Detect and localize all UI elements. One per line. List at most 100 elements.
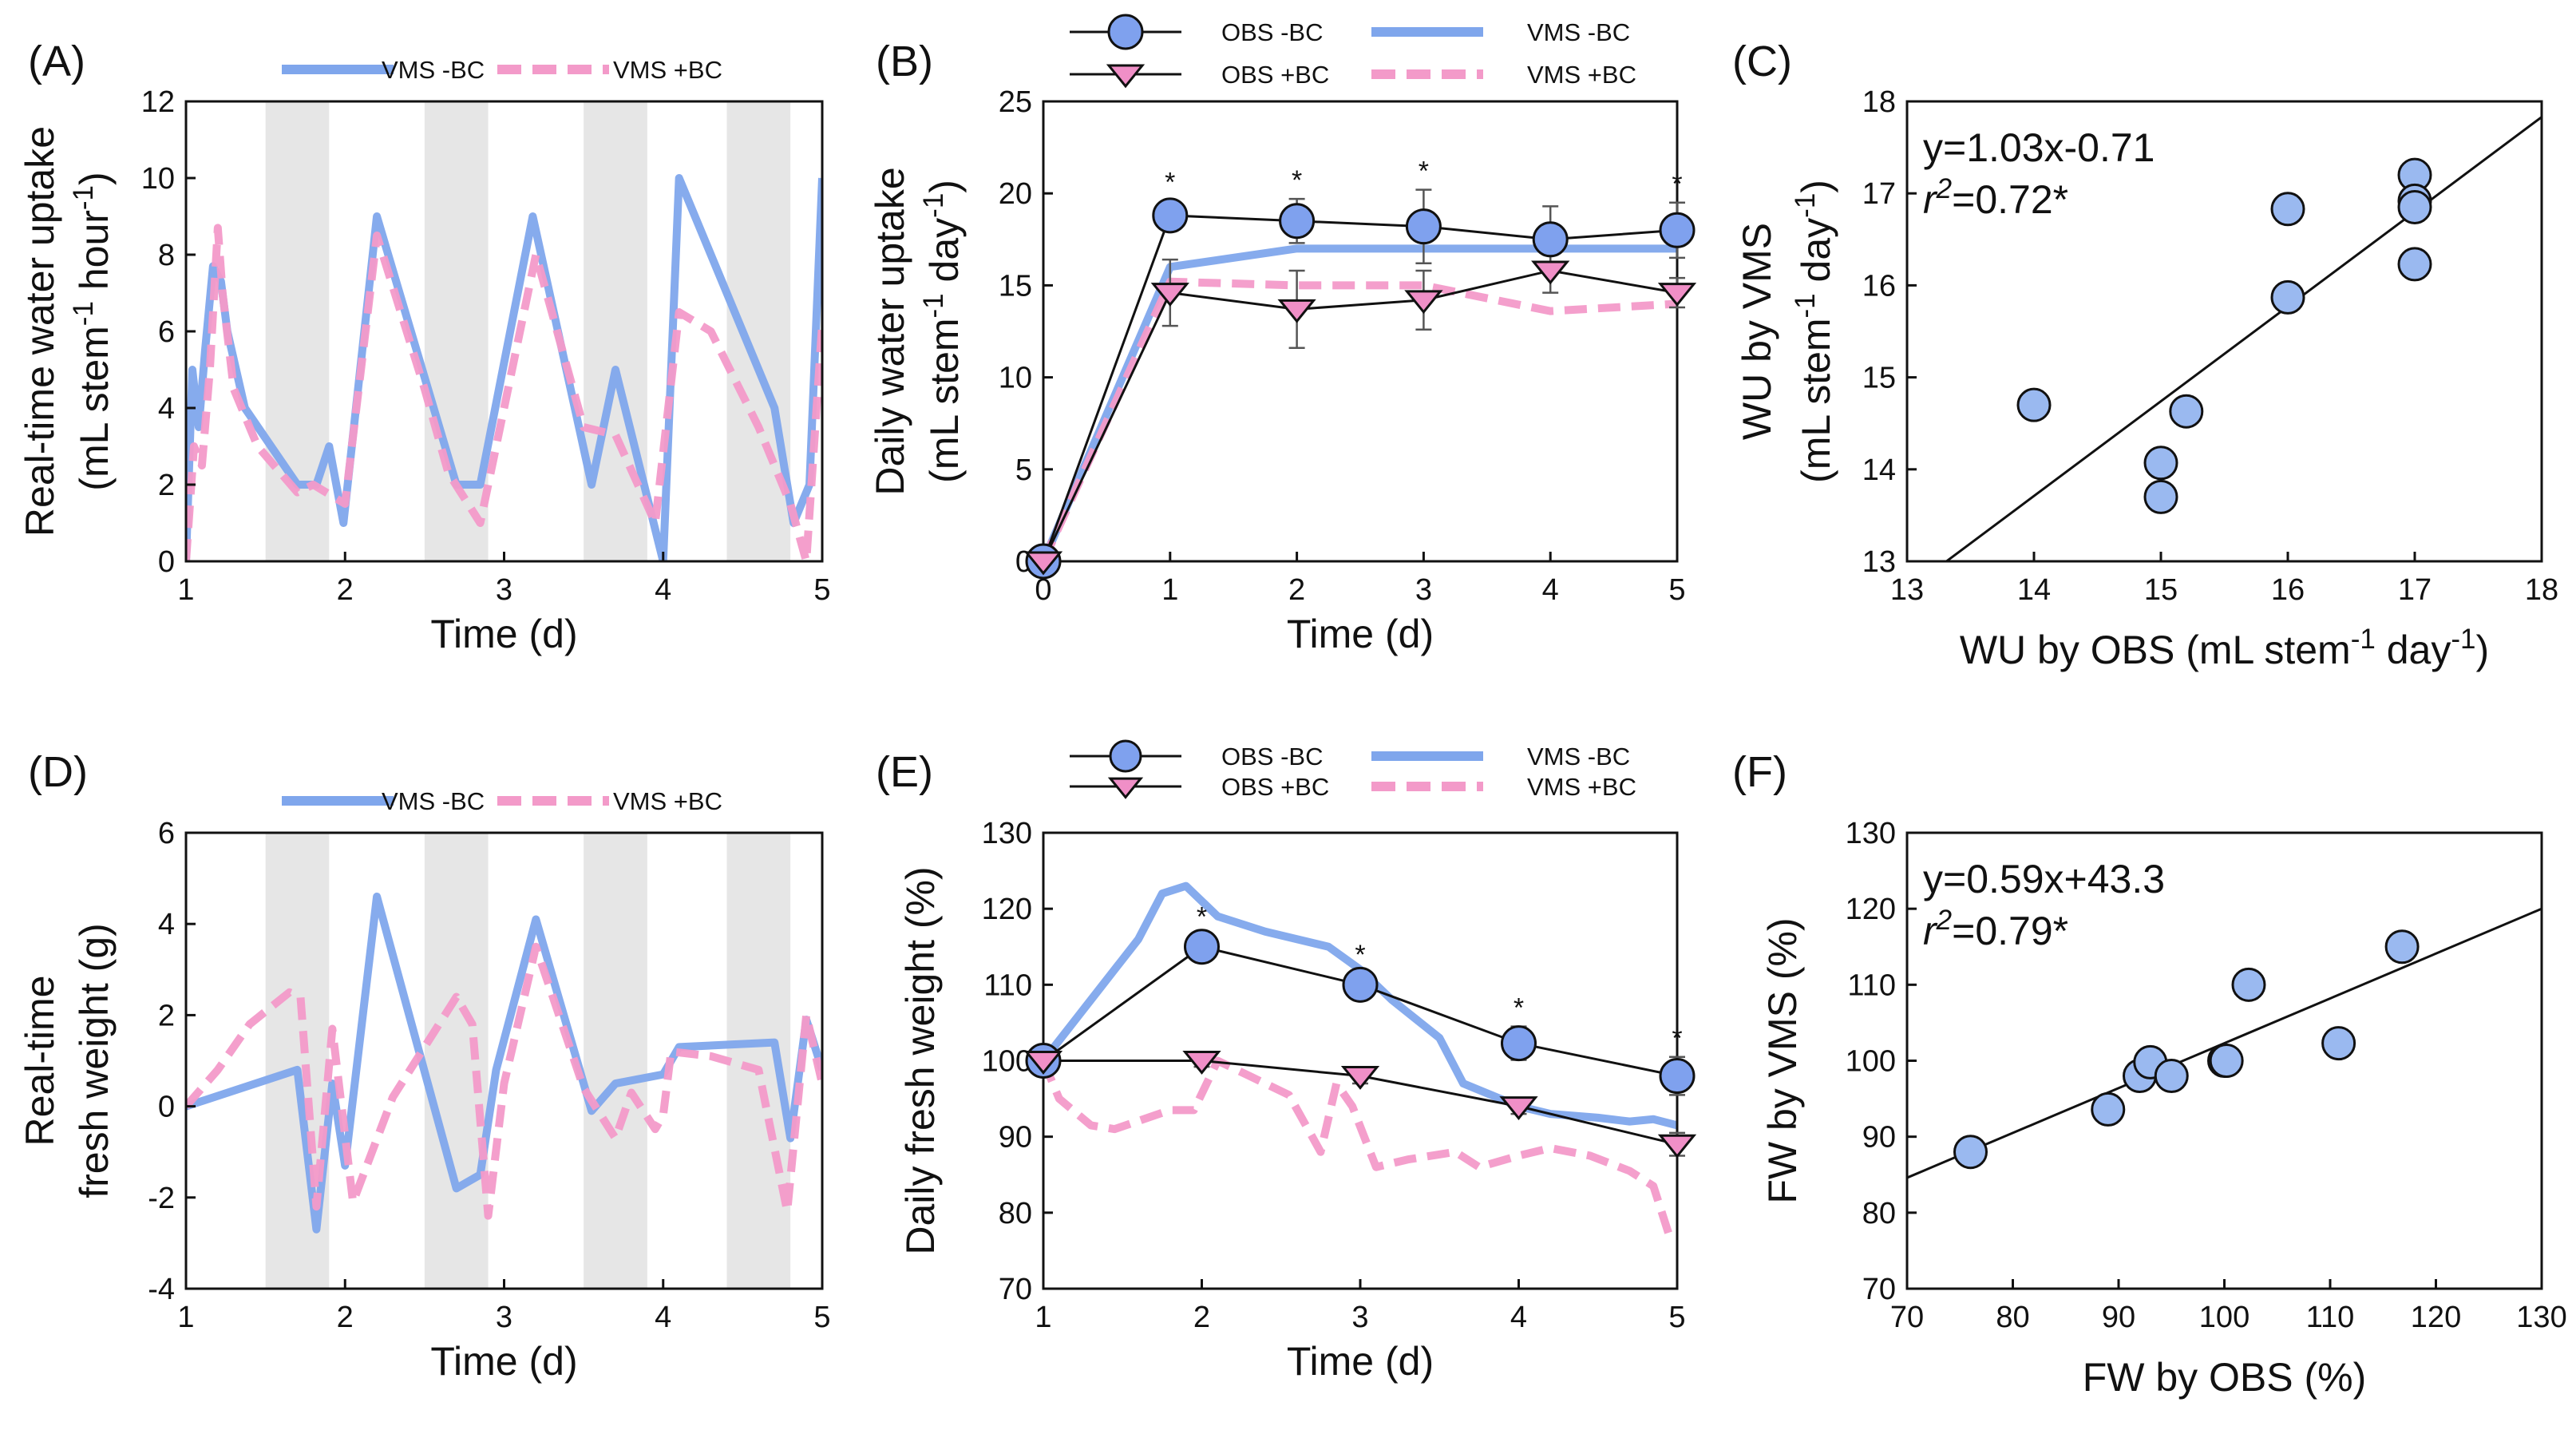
y-tick-label: 100 <box>1846 1045 1896 1079</box>
text-segment: r <box>1923 177 1938 222</box>
x-tick-label: 15 <box>2144 573 2178 607</box>
r-squared: r2=0.79* <box>1923 905 2068 954</box>
y-tick-label: 130 <box>982 817 1032 850</box>
significance-star: * <box>1292 165 1302 196</box>
text-segment: ) <box>2475 628 2489 672</box>
regression-equation: y=1.03x-0.71 <box>1923 125 2155 170</box>
text-segment: day <box>922 218 967 294</box>
x-tick-label: 3 <box>1351 1301 1368 1334</box>
x-tick-label: 3 <box>496 1301 512 1334</box>
text-segment: Daily water uptake <box>868 167 912 495</box>
scatter-point <box>2397 247 2432 282</box>
legend-label-vms-plus-bc: VMS +BC <box>613 787 722 815</box>
y-tick-label: 70 <box>1862 1273 1896 1306</box>
plot-area <box>186 833 822 1289</box>
scatter-point <box>2397 189 2432 224</box>
x-tick-label: 130 <box>2516 1301 2566 1334</box>
text-segment: FW by VMS (%) <box>1760 917 1805 1203</box>
y-tick-label: 90 <box>1862 1121 1896 1155</box>
panel-d: (D) 1 2 3 4 5 -4 -2 0 2 4 6 Time (d) Real-time fresh w… <box>18 748 831 1384</box>
y-tick-label: 18 <box>1862 85 1896 119</box>
x-tick-label: 110 <box>2306 1301 2355 1334</box>
y-axis-label: WU by VMS <box>1735 223 1779 440</box>
plot-frame <box>1905 100 2543 563</box>
series-line-vms-minus-bc <box>1043 244 1677 561</box>
scatter-point <box>2016 387 2052 422</box>
y-tick-label: 6 <box>158 315 175 349</box>
y-tick-label: 14 <box>1862 454 1896 487</box>
text-segment: -1 <box>68 301 99 326</box>
y-tick-label: 120 <box>982 893 1032 926</box>
text-segment: -1 <box>918 293 949 318</box>
point-obs-minus-bc <box>1659 1058 1696 1095</box>
legend-label-vms-plus-bc: VMS +BC <box>1527 61 1636 89</box>
plot-area <box>1944 116 2542 561</box>
legend-marker-obs-plus-bc <box>1106 64 1146 89</box>
legend-label-vms-minus-bc: VMS -BC <box>1527 743 1630 770</box>
panel-label: (D) <box>28 748 88 796</box>
regression-line <box>1944 116 2542 561</box>
x-tick-label: 2 <box>337 573 354 607</box>
point-obs-plus-bc <box>1277 299 1316 323</box>
x-tick-label: 3 <box>496 573 512 607</box>
significance-star: * <box>1419 156 1429 187</box>
text-segment: 2 <box>1936 173 1952 204</box>
x-axis-label: FW by OBS (%) <box>2083 1355 2367 1400</box>
x-tick-label: 1 <box>177 1301 194 1334</box>
r-squared: r2=0.72* <box>1923 173 2068 223</box>
y-axis-label-units: fresh weight (g) <box>72 923 117 1198</box>
point-obs-minus-bc <box>1659 212 1696 248</box>
scatter-point <box>2143 446 2178 481</box>
x-tick-label: 1 <box>177 573 194 607</box>
x-axis-label: Time (d) <box>1287 612 1434 656</box>
y-axis-label: Real-time water uptake <box>18 126 62 537</box>
significance-star: * <box>1514 993 1524 1024</box>
scatter-point <box>2321 1026 2356 1061</box>
legend-marker-obs-minus-bc <box>1107 14 1144 50</box>
x-tick-label: 5 <box>1668 1301 1685 1334</box>
x-axis-label: Time (d) <box>1287 1339 1434 1384</box>
y-tick-label: 110 <box>1847 969 1896 1002</box>
y-tick-label: 110 <box>983 969 1032 1002</box>
legend-label-vms-minus-bc: VMS -BC <box>382 56 485 84</box>
x-tick-label: 1 <box>1035 1301 1051 1334</box>
panel-e: (E) 1 2 3 4 5 70 80 90 100 110 120 130 Time (d) Daily … <box>876 739 1697 1384</box>
x-tick-label: 17 <box>2398 573 2432 607</box>
text-segment: Time (d) <box>1287 612 1434 656</box>
plot-frame <box>1042 100 1679 563</box>
scatter-point <box>2384 929 2420 965</box>
y-tick-label: -2 <box>148 1182 175 1215</box>
panel-label: (A) <box>28 38 85 85</box>
x-tick-label: 100 <box>2199 1301 2250 1334</box>
scatter-point <box>2231 967 2266 1002</box>
point-obs-minus-bc <box>1184 929 1220 965</box>
x-tick-label: 2 <box>337 1301 354 1334</box>
y-axis-label: Daily fresh weight (%) <box>898 866 943 1254</box>
panel-label: (F) <box>1732 748 1787 796</box>
series-line-vms-plus-bc <box>186 224 822 561</box>
y-tick-label: 6 <box>158 817 175 850</box>
legend-label-vms-plus-bc: VMS +BC <box>613 56 722 84</box>
significance-star: * <box>1197 901 1207 932</box>
point-obs-minus-bc <box>1501 1025 1537 1062</box>
panel-f: (F) 70 80 90 100 110 120 130 70 80 90 100 110 120 130 F… <box>1732 748 2567 1400</box>
text-segment: -1 <box>2451 624 2475 655</box>
y-tick-label: 12 <box>141 85 175 119</box>
x-tick-label: 80 <box>1996 1301 2029 1334</box>
y-tick-label: -4 <box>148 1273 175 1306</box>
point-obs-minus-bc <box>1532 221 1569 258</box>
y-tick-label: 10 <box>141 162 175 196</box>
text-segment: =0.79* <box>1952 909 2068 953</box>
significance-star: * <box>1672 1024 1682 1054</box>
x-tick-label: 5 <box>1668 573 1685 607</box>
point-obs-plus-bc <box>1023 1051 1063 1075</box>
text-segment: =0.72* <box>1952 177 2068 222</box>
series-line-vms-plus-bc <box>186 942 822 1220</box>
text-segment: -1 <box>1790 293 1821 318</box>
panel-label: (E) <box>876 748 933 796</box>
regression-equation: y=0.59x+43.3 <box>1923 857 2165 901</box>
text-segment: r <box>1923 909 1938 953</box>
text-segment: (mL stem <box>922 318 967 483</box>
point-obs-minus-bc <box>1405 208 1442 245</box>
